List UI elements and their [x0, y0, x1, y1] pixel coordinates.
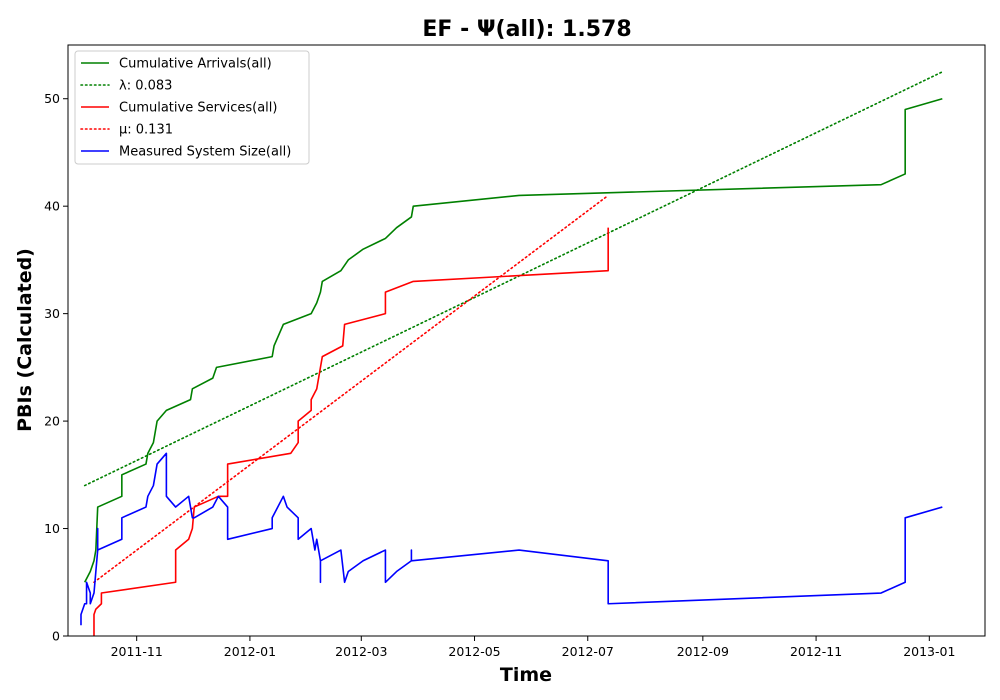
legend-box	[74, 50, 310, 165]
plot-frame	[67, 44, 986, 637]
series-line-1	[83, 71, 944, 487]
plot-area	[67, 44, 986, 637]
legend-label: Measured System Size(all)	[119, 145, 291, 160]
legend-items: Cumulative Arrivals(all) λ: 0.083 Cumulati…	[80, 57, 291, 160]
x-tick-label: 2012-11	[790, 644, 842, 659]
x-tick-label: 2012-09	[677, 644, 729, 659]
x-tick-label: 2012-05	[448, 644, 500, 659]
y-tick-label: 30	[44, 306, 60, 321]
x-axis-label: Time	[500, 664, 552, 686]
y-axis-label: PBIs (Calculated)	[14, 248, 36, 432]
series-line-4	[80, 452, 943, 626]
y-tick-label: 0	[52, 629, 60, 644]
x-tick-label: 2013-01	[903, 644, 955, 659]
x-tick-label: 2011-11	[111, 644, 163, 659]
x-tick-label: 2012-03	[335, 644, 387, 659]
series-line-3	[93, 194, 609, 584]
series-layer	[80, 71, 944, 636]
legend-label: λ: 0.083	[119, 79, 172, 94]
y-axis: 0 10 20 30 40 50	[44, 91, 68, 644]
chart-title: EF - Ψ(all): 1.578	[422, 17, 631, 42]
legend-label: Cumulative Services(all)	[119, 101, 277, 116]
series-line-0	[83, 97, 943, 583]
x-tick-label: 2012-07	[562, 644, 614, 659]
legend-label: Cumulative Arrivals(all)	[119, 57, 272, 72]
y-tick-label: 20	[44, 414, 60, 429]
x-tick-label: 2012-01	[224, 644, 276, 659]
y-tick-label: 40	[44, 199, 60, 214]
series-line-2	[93, 227, 609, 636]
legend: Cumulative Arrivals(all) λ: 0.083 Cumulati…	[74, 50, 310, 165]
y-tick-label: 50	[44, 91, 60, 106]
y-tick-label: 10	[44, 521, 60, 536]
legend-label: μ: 0.131	[119, 123, 173, 138]
x-axis: 2011-11 2012-01 2012-03 2012-05 2012-07 2012-…	[111, 636, 955, 659]
